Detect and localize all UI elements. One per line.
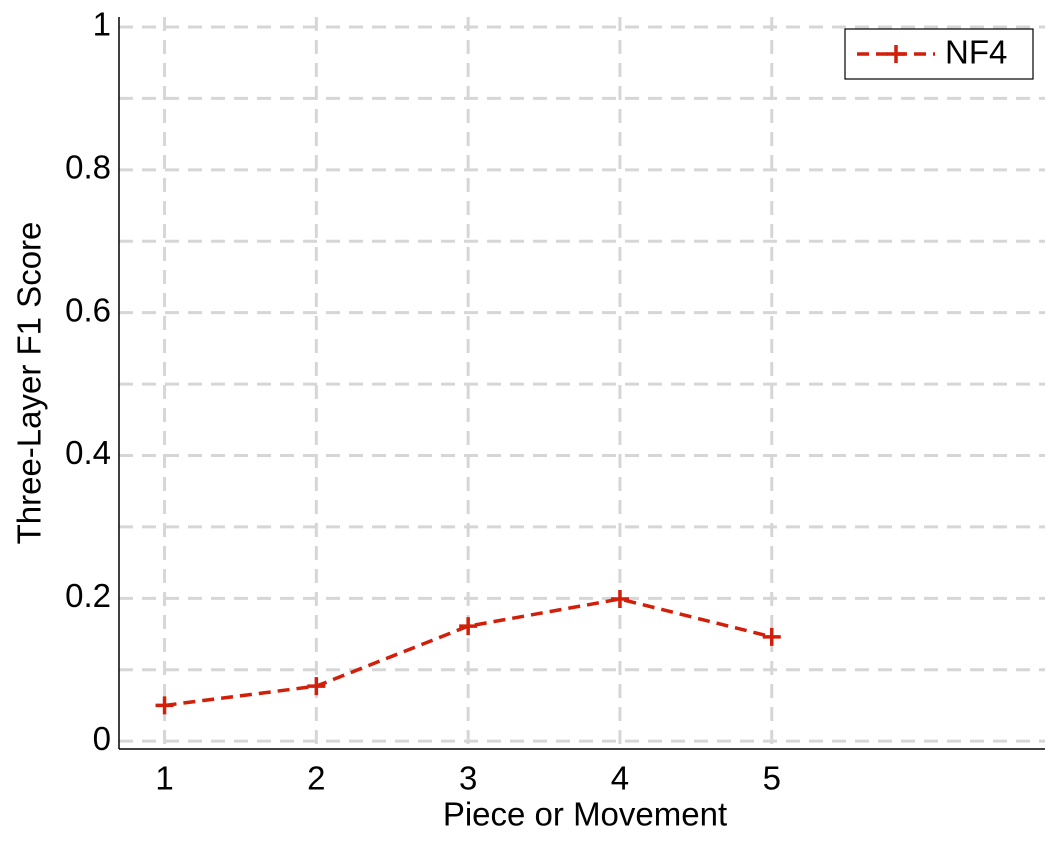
x-tick-label: 1 bbox=[155, 760, 173, 797]
x-axis-label: Piece or Movement bbox=[443, 796, 727, 833]
marker bbox=[459, 617, 478, 636]
y-tick-label: 1 bbox=[93, 6, 111, 43]
x-tick-label: 5 bbox=[763, 760, 781, 797]
marker bbox=[762, 627, 781, 646]
y-tick-label: 0.2 bbox=[65, 577, 111, 614]
y-tick-label: 0 bbox=[93, 720, 111, 757]
y-axis-label: Three-Layer F1 Score bbox=[11, 222, 48, 545]
y-tick-label: 0.8 bbox=[65, 149, 111, 186]
marker bbox=[155, 696, 174, 715]
x-tick-label: 3 bbox=[459, 760, 477, 797]
marker bbox=[307, 677, 326, 696]
y-tick-label: 0.6 bbox=[65, 291, 111, 328]
series-line bbox=[164, 597, 773, 708]
legend-marker bbox=[887, 45, 905, 63]
y-tick-label: 0.4 bbox=[65, 434, 111, 471]
legend-label: NF4 bbox=[945, 34, 1007, 71]
x-tick-label: 2 bbox=[307, 760, 325, 797]
x-tick-label: 4 bbox=[611, 760, 629, 797]
marker bbox=[610, 590, 629, 609]
